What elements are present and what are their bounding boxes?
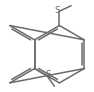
Text: S: S: [45, 70, 51, 79]
Text: S: S: [55, 6, 60, 15]
